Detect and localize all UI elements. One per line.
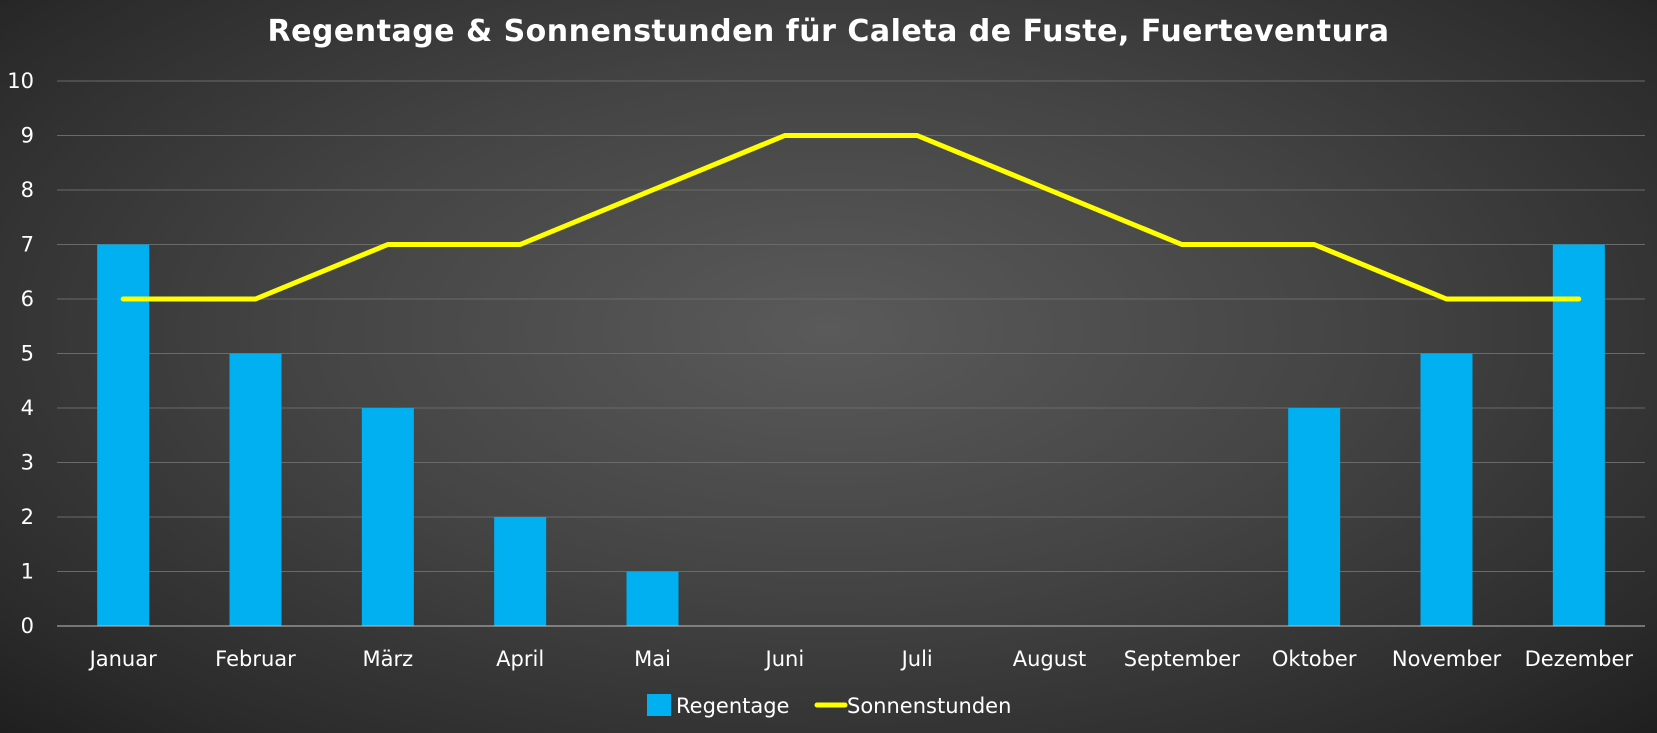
y-tick-label: 4 [21,396,34,420]
x-tick-label: Dezember [1525,647,1634,671]
bar [229,353,282,626]
x-tick-label: März [363,647,414,671]
x-tick-label: August [1013,647,1087,671]
x-tick-label: Januar [88,647,158,671]
y-tick-label: 7 [21,233,34,257]
y-tick-label: 1 [21,560,34,584]
gridlines [57,80,1645,572]
y-tick-label: 2 [21,505,34,529]
y-tick-label: 3 [21,451,34,475]
x-tick-label: Juli [900,647,933,671]
x-tick-label: September [1124,647,1240,671]
legend-swatch-regentage [647,694,671,716]
bar [494,517,547,626]
bar [361,408,414,626]
bar [97,244,150,626]
y-tick-label: 10 [7,69,34,93]
legend-label-regentage: Regentage [676,694,789,718]
y-tick-label: 6 [21,287,34,311]
x-tick-label: April [496,647,544,671]
x-axis-ticks: Januar Februar März April Mai Juni Juli August S… [88,647,1634,671]
x-tick-label: Mai [634,647,671,671]
y-tick-label: 8 [21,178,34,202]
y-tick-label: 5 [21,342,34,366]
legend-label-sonnenstunden: Sonnenstunden [847,694,1011,718]
bar [1288,408,1341,626]
bar [1420,353,1473,626]
x-tick-label: November [1392,647,1502,671]
x-tick-label: Juni [764,647,805,671]
x-tick-label: Oktober [1272,647,1357,671]
line-series-sonnenstunden [120,133,1582,302]
chart-title: Regentage & Sonnenstunden für Caleta de … [267,14,1390,49]
y-tick-label: 9 [21,124,34,148]
bar [626,571,679,626]
bar [1552,244,1605,626]
y-axis-ticks: 0 1 2 3 4 5 6 7 8 9 10 [7,69,34,638]
x-tick-label: Februar [215,647,296,671]
y-tick-label: 0 [21,614,34,638]
legend: Regentage Sonnenstunden [647,694,1011,718]
bar-series-regentage [97,244,1605,626]
